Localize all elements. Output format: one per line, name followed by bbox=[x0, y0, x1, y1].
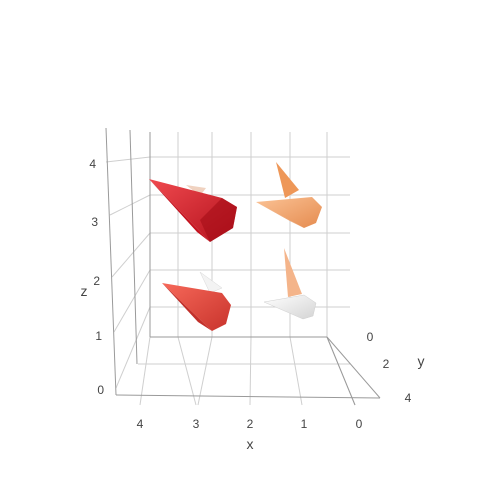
z-tick-2: 2 bbox=[93, 274, 100, 288]
y-axis-title: y bbox=[418, 353, 425, 369]
z-tick-4: 4 bbox=[89, 157, 96, 171]
y-tick-2: 2 bbox=[383, 357, 390, 371]
cone-3-1-3[interactable] bbox=[149, 179, 237, 242]
z-axis: 4 3 2 1 0 z bbox=[81, 157, 105, 397]
cone-3-3-1[interactable] bbox=[199, 271, 223, 294]
back-wall-grid bbox=[149, 132, 350, 337]
cone-1-1-3[interactable] bbox=[256, 197, 322, 228]
y-axis: 0 2 4 y bbox=[367, 330, 425, 405]
y-tick-0: 0 bbox=[367, 330, 374, 344]
z-tick-0: 0 bbox=[97, 383, 104, 397]
x-tick-0: 0 bbox=[356, 417, 363, 431]
cone-1-3-1[interactable] bbox=[284, 248, 302, 297]
x-tick-1: 1 bbox=[301, 417, 308, 431]
x-tick-3: 3 bbox=[193, 417, 200, 431]
cone-1-3-3[interactable] bbox=[276, 162, 299, 198]
x-tick-2: 2 bbox=[247, 417, 254, 431]
left-wall-grid bbox=[105, 127, 151, 396]
z-tick-1: 1 bbox=[95, 329, 102, 343]
x-axis: 4 3 2 1 0 x bbox=[137, 417, 363, 452]
x-tick-4: 4 bbox=[137, 417, 144, 431]
cone-1-1-1[interactable] bbox=[263, 294, 317, 320]
y-tick-4: 4 bbox=[405, 391, 412, 405]
z-axis-title: z bbox=[81, 283, 88, 299]
floor-grid bbox=[115, 336, 381, 406]
z-tick-3: 3 bbox=[91, 215, 98, 229]
cone-marks[interactable] bbox=[149, 162, 322, 331]
cone-3-1-1[interactable] bbox=[162, 283, 231, 331]
x-axis-title: x bbox=[247, 436, 254, 452]
